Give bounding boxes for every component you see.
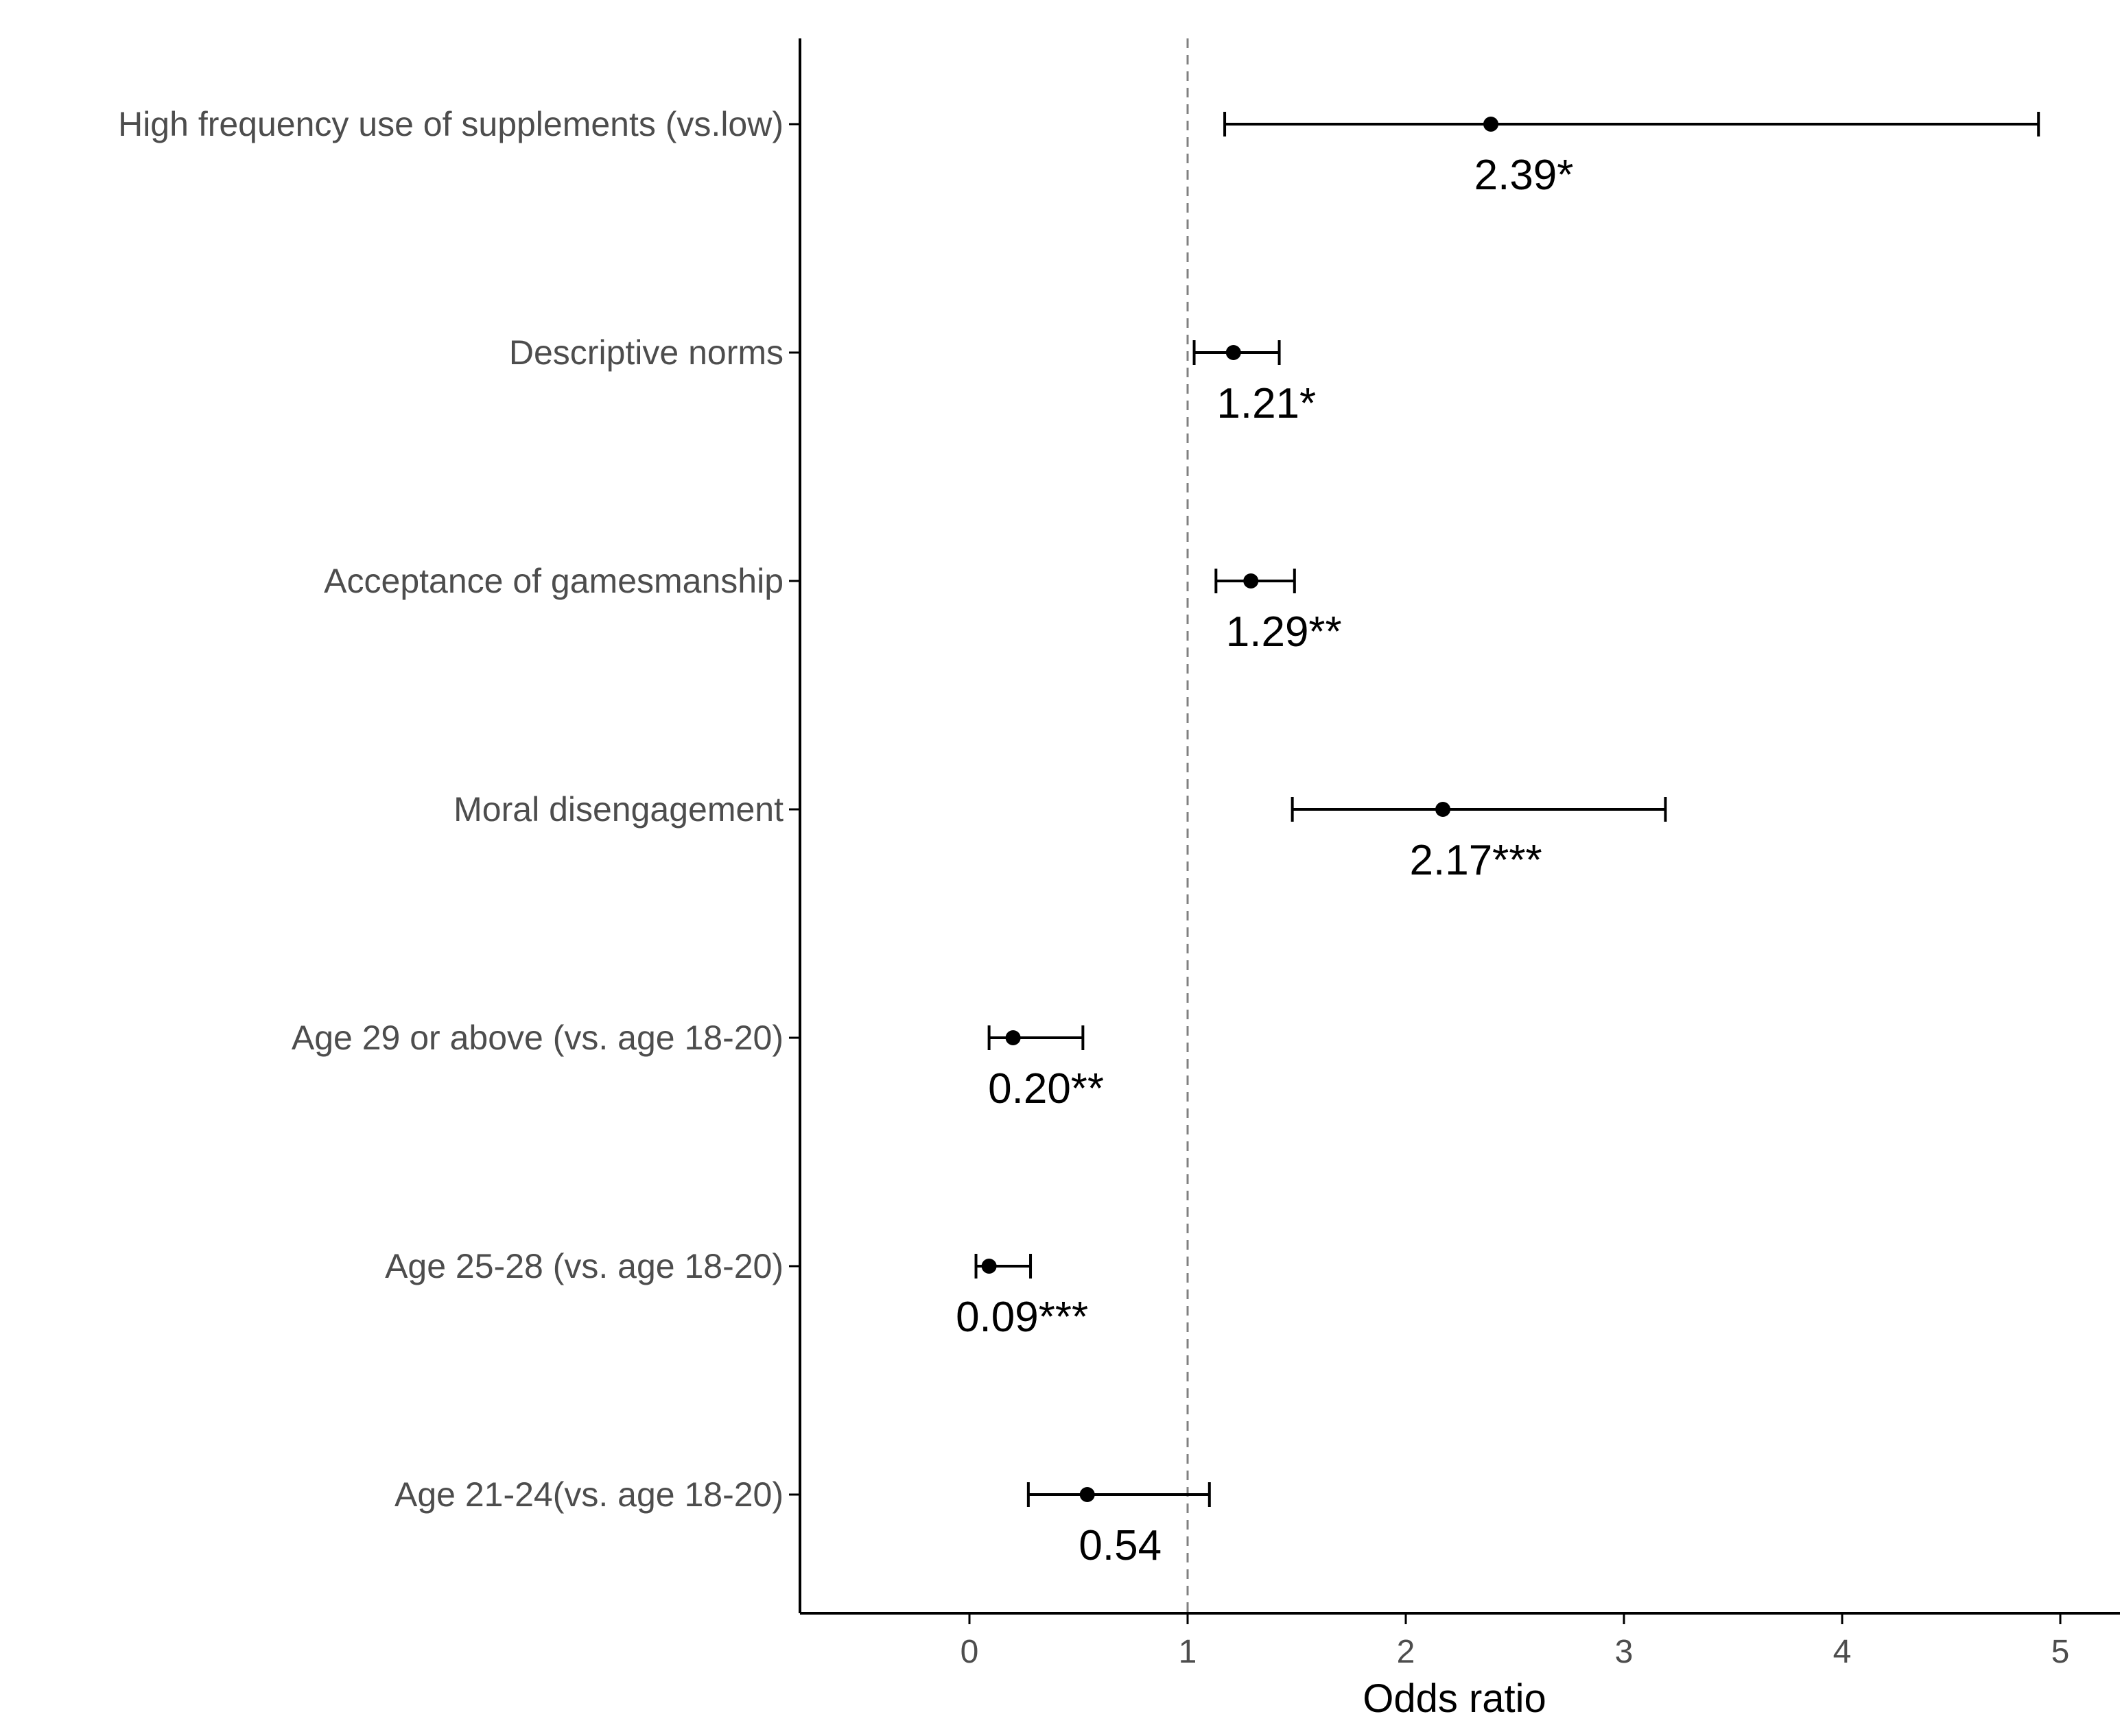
point-estimate-3: [1435, 802, 1451, 817]
category-label-3: Moral disengagement: [454, 790, 784, 829]
x-tick-label-5: 5: [2051, 1634, 2070, 1670]
point-estimate-4: [1005, 1030, 1021, 1045]
value-label-2: 1.29**: [1226, 608, 1342, 656]
category-label-6: Age 21-24(vs. age 18-20): [394, 1475, 784, 1514]
x-tick-label-3: 3: [1615, 1634, 1634, 1670]
category-label-1: Descriptive norms: [509, 333, 784, 372]
point-estimate-2: [1243, 573, 1259, 588]
point-estimate-1: [1225, 345, 1241, 360]
x-tick-label-2: 2: [1397, 1634, 1415, 1670]
x-tick-label-4: 4: [1833, 1634, 1852, 1670]
value-label-5: 0.09***: [956, 1294, 1088, 1341]
category-label-5: Age 25-28 (vs. age 18-20): [385, 1247, 784, 1285]
x-tick-label-0: 0: [961, 1634, 979, 1670]
plot-area: 0 1 2 3 4 5 High frequency use of supplements …: [118, 38, 2120, 1670]
point-estimate-0: [1483, 117, 1499, 132]
value-label-0: 2.39*: [1474, 152, 1574, 199]
point-estimate-5: [981, 1259, 997, 1274]
category-label-4: Age 29 or above (vs. age 18-20): [292, 1019, 784, 1057]
value-label-4: 0.20**: [988, 1065, 1104, 1113]
value-label-1: 1.21*: [1216, 380, 1316, 427]
category-label-0: High frequency use of supplements (vs.lo…: [118, 105, 784, 143]
value-label-3: 2.17***: [1410, 837, 1542, 884]
point-estimate-6: [1079, 1487, 1095, 1502]
x-axis-title: Odds ratio: [1363, 1676, 1546, 1721]
category-label-2: Acceptance of gamesmanship: [324, 562, 784, 600]
value-label-6: 0.54: [1079, 1522, 1162, 1569]
x-tick-label-1: 1: [1179, 1634, 1197, 1670]
